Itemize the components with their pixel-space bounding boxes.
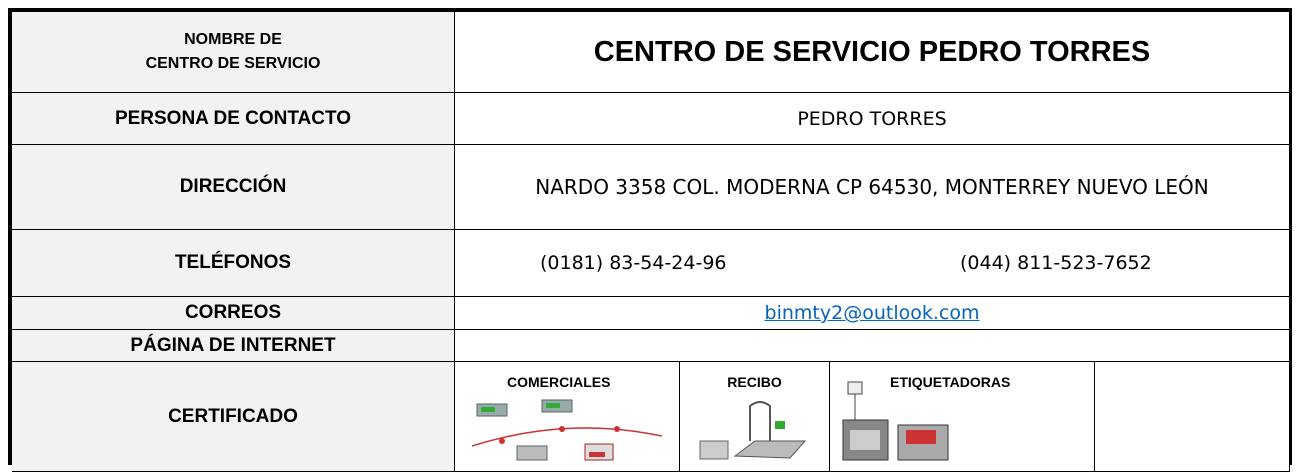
name-label: NOMBRE DE CENTRO DE SERVICIO — [12, 12, 455, 93]
scales-icon — [699, 401, 807, 460]
row-label: DIRECCIÓN — [12, 145, 455, 230]
cert-cell — [1095, 362, 1290, 472]
cert-category: RECIBO — [727, 374, 782, 390]
row-label: PERSONA DE CONTACTO — [12, 93, 455, 145]
scales-icon — [471, 399, 663, 461]
contact-value: PEDRO TORRES — [455, 93, 1290, 145]
center-name: CENTRO DE SERVICIO PEDRO TORRES — [455, 12, 1290, 93]
email-cell: binmty2@outlook.com — [455, 297, 1290, 330]
website-cell — [455, 330, 1290, 362]
scales-icon — [842, 381, 949, 461]
email-link[interactable]: binmty2@outlook.com — [764, 302, 980, 324]
label-line: NOMBRE DE — [184, 31, 282, 48]
label-line: CENTRO DE SERVICIO — [145, 55, 321, 72]
cert-cell: COMERCIALES — [455, 362, 680, 472]
cert-category: ETIQUETADORAS — [890, 374, 1011, 390]
border — [8, 8, 12, 465]
row-label: CERTIFICADO — [12, 362, 455, 472]
phones-cell: (0181) 83-54-24-96 (044) 811-523-7652 — [455, 230, 1290, 297]
border — [1289, 8, 1292, 465]
row-label: PÁGINA DE INTERNET — [12, 330, 455, 362]
border — [8, 8, 1292, 12]
cert-category: COMERCIALES — [507, 374, 611, 390]
phone: (0181) 83-54-24-96 — [540, 252, 727, 274]
cert-cell: ETIQUETADORAS — [830, 362, 1095, 472]
row-label: CORREOS — [12, 297, 455, 330]
row-label: TELÉFONOS — [12, 230, 455, 297]
cert-cell: RECIBO — [680, 362, 830, 472]
phone: (044) 811-523-7652 — [960, 252, 1152, 274]
address-value: NARDO 3358 COL. MODERNA CP 64530, MONTER… — [455, 145, 1290, 230]
